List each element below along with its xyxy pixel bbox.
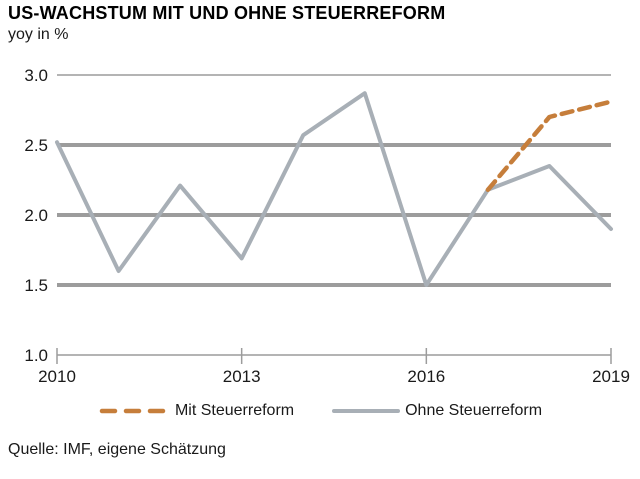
series-line-mit-steuerreform <box>485 99 614 193</box>
x-axis-label: 2016 <box>407 367 445 386</box>
x-axis-label: 2013 <box>223 367 261 386</box>
source-note: Quelle: IMF, eigene Schätzung <box>8 441 226 458</box>
y-axis-label: 2.0 <box>24 206 48 225</box>
y-axis-label: 1.5 <box>24 276 48 295</box>
legend-label-ohne-steuerreform: Ohne Steuerreform <box>405 402 543 419</box>
legend-item-ohne-steuerreform: Ohne Steuerreform <box>332 402 542 420</box>
legend-swatch-solid-icon <box>332 409 401 413</box>
x-axis-label: 2010 <box>38 367 76 386</box>
series-line-ohne-steuerreform <box>55 91 613 287</box>
legend-swatch-dashed-icon <box>99 408 169 414</box>
x-axis-label: 2019 <box>592 367 630 386</box>
y-axis-label: 2.5 <box>24 136 48 155</box>
legend-label-mit-steuerreform: Mit Steuerreform <box>174 402 295 419</box>
chart-title: US-WACHSTUM MIT UND OHNE STEUERREFORM <box>8 3 446 23</box>
y-axis-label: 1.0 <box>24 346 48 365</box>
line-chart: 1.0 1.5 2.0 2.5 3.0 2010 2013 2016 2019 <box>24 66 630 386</box>
y-axis-label: 3.0 <box>24 66 48 85</box>
legend-item-mit-steuerreform: Mit Steuerreform <box>98 402 294 420</box>
chart-subtitle: yoy in % <box>8 26 69 43</box>
chart-legend: Mit Steuerreform Ohne Steuerreform <box>0 402 640 420</box>
